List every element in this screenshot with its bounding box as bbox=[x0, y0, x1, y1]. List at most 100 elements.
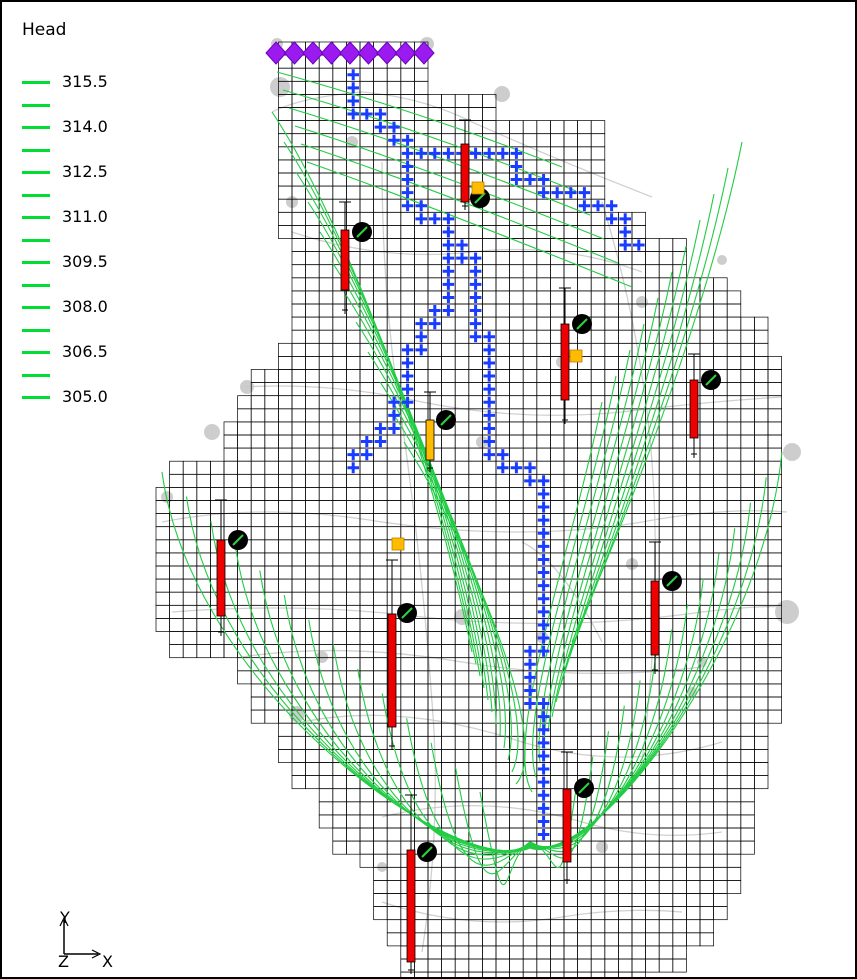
grid-cell bbox=[563, 866, 578, 881]
grid-cell bbox=[468, 356, 483, 370]
grid-cell bbox=[305, 565, 320, 580]
river-cell-icon bbox=[537, 632, 550, 644]
observation-well[interactable] bbox=[649, 541, 682, 674]
grid-cell bbox=[318, 251, 334, 266]
grid-cell bbox=[454, 749, 470, 763]
observation-well[interactable] bbox=[424, 391, 456, 472]
grid-cell bbox=[210, 460, 225, 475]
grid-cell bbox=[250, 408, 266, 423]
grid-cell bbox=[726, 487, 742, 501]
grid-cell bbox=[577, 460, 592, 475]
grid-cell bbox=[427, 866, 442, 881]
grid-cell bbox=[618, 801, 633, 816]
background-line bbox=[241, 649, 703, 675]
observation-well[interactable] bbox=[561, 751, 594, 884]
grid-cell bbox=[522, 487, 538, 501]
contour-line bbox=[563, 193, 715, 673]
well-marker-mark bbox=[440, 414, 452, 426]
grid-cell bbox=[346, 565, 361, 580]
grid-cell bbox=[468, 447, 483, 462]
observation-wells[interactable] bbox=[215, 119, 721, 974]
grid-cell bbox=[522, 893, 538, 907]
grid-cell bbox=[223, 644, 238, 659]
grid-cell bbox=[590, 329, 606, 344]
grid-cell bbox=[454, 971, 470, 977]
grid-cell bbox=[318, 316, 334, 331]
river-cell-icon bbox=[619, 239, 631, 251]
grid-cell bbox=[604, 565, 619, 580]
grid-cell bbox=[373, 211, 388, 226]
grid-cell bbox=[332, 722, 347, 737]
grid-cell bbox=[699, 762, 714, 776]
grid-cell bbox=[550, 539, 565, 554]
grid-cell bbox=[318, 565, 334, 580]
legend-label: 309.5 bbox=[62, 252, 108, 271]
grid-cell bbox=[373, 749, 388, 763]
grid-cell bbox=[482, 316, 497, 331]
grid-cell bbox=[631, 880, 646, 894]
observation-well[interactable] bbox=[559, 287, 592, 424]
grid-cell bbox=[577, 932, 592, 947]
grid-cell bbox=[726, 775, 742, 790]
observation-well[interactable] bbox=[688, 353, 721, 458]
grid-cell bbox=[250, 513, 266, 528]
grid-cell bbox=[495, 487, 510, 501]
grid-cell bbox=[468, 382, 483, 397]
grid-cell bbox=[427, 342, 442, 357]
grid-cell bbox=[495, 434, 510, 449]
grid-cell bbox=[495, 565, 510, 580]
grid-cell bbox=[291, 618, 306, 632]
grid-cell bbox=[400, 80, 415, 95]
grid-cell bbox=[590, 604, 606, 619]
grid-cell bbox=[686, 473, 701, 488]
observation-well[interactable] bbox=[459, 119, 490, 210]
observation-well[interactable] bbox=[386, 537, 417, 750]
grid-cell bbox=[495, 749, 510, 763]
observation-well[interactable] bbox=[215, 499, 248, 636]
river-cell-icon bbox=[388, 396, 400, 408]
grid-cell bbox=[427, 919, 442, 934]
grid-cell bbox=[495, 696, 510, 711]
grid-cell bbox=[713, 421, 728, 436]
grid-cell bbox=[550, 880, 565, 894]
river-cell-icon bbox=[469, 331, 482, 343]
observation-well[interactable] bbox=[339, 201, 372, 314]
river-cell-icon bbox=[483, 331, 495, 343]
grid-cell bbox=[454, 408, 470, 423]
grid-cell bbox=[726, 749, 742, 763]
grid-cell bbox=[604, 945, 619, 960]
grid-cell bbox=[291, 382, 306, 397]
grid-cell bbox=[441, 604, 456, 619]
grid-cell bbox=[604, 382, 619, 397]
grid-cell bbox=[291, 604, 306, 619]
grid-cell bbox=[237, 513, 252, 528]
river-cell-icon bbox=[483, 436, 495, 448]
grid-cell bbox=[454, 225, 470, 239]
grid-cell bbox=[441, 696, 456, 711]
grid-cell bbox=[441, 958, 456, 973]
grid-cell bbox=[577, 251, 592, 266]
grid-cell bbox=[726, 290, 742, 305]
grid-cell bbox=[604, 303, 619, 318]
grid-cell bbox=[699, 932, 714, 947]
observation-well[interactable] bbox=[405, 794, 437, 974]
grid-cell bbox=[346, 657, 361, 672]
grid-cell bbox=[359, 814, 374, 829]
grid-cell bbox=[386, 80, 402, 95]
grid-cell bbox=[400, 631, 415, 645]
grid-cell bbox=[550, 120, 565, 135]
grid-cell bbox=[645, 775, 660, 790]
grid-cell bbox=[618, 958, 633, 973]
grid-cell bbox=[441, 342, 456, 357]
grid-cell bbox=[658, 880, 674, 894]
grid-cell bbox=[482, 172, 497, 187]
grid-cell bbox=[468, 487, 483, 501]
grid-cell bbox=[658, 356, 674, 370]
grid-cell bbox=[645, 932, 660, 947]
river-cell-icon bbox=[537, 501, 550, 513]
grid-cell bbox=[699, 919, 714, 934]
grid-cell bbox=[291, 670, 306, 685]
grid-cell bbox=[509, 539, 524, 554]
